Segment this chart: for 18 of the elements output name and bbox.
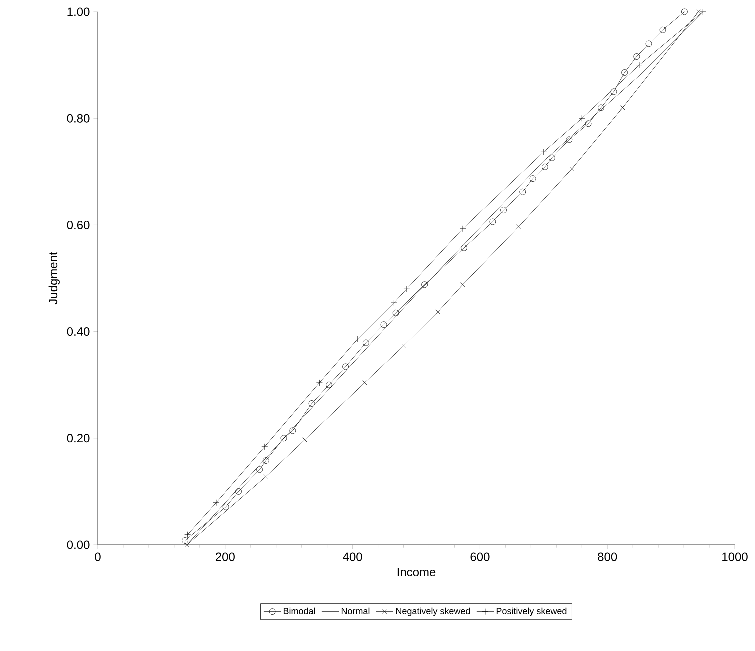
y-tick-label: 0.00 xyxy=(67,540,90,550)
legend-label: Positively skewed xyxy=(496,608,567,616)
legend-label: Negatively skewed xyxy=(396,608,470,616)
legend-label: Normal xyxy=(342,608,370,614)
y-tick-label: 0.80 xyxy=(67,114,90,123)
x-tick-label: 400 xyxy=(343,552,362,562)
x-tick-label: 800 xyxy=(598,552,618,562)
y-axis-title: Judgment xyxy=(48,252,60,305)
x-tick-label: 200 xyxy=(216,552,235,562)
legend-label: Bimodal xyxy=(284,608,316,614)
y-tick-label: 1.00 xyxy=(68,8,90,16)
y-tick-label: 0.40 xyxy=(67,328,90,336)
x-axis-title: Income xyxy=(398,568,436,577)
x-tick-label: 0 xyxy=(95,552,101,562)
x-tick-label: 1000 xyxy=(722,552,748,562)
x-tick-label: 600 xyxy=(470,552,490,562)
y-tick-label: 0.60 xyxy=(67,220,90,230)
y-tick-label: 0.20 xyxy=(67,434,90,443)
